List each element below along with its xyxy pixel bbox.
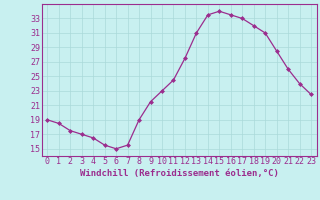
X-axis label: Windchill (Refroidissement éolien,°C): Windchill (Refroidissement éolien,°C) bbox=[80, 169, 279, 178]
